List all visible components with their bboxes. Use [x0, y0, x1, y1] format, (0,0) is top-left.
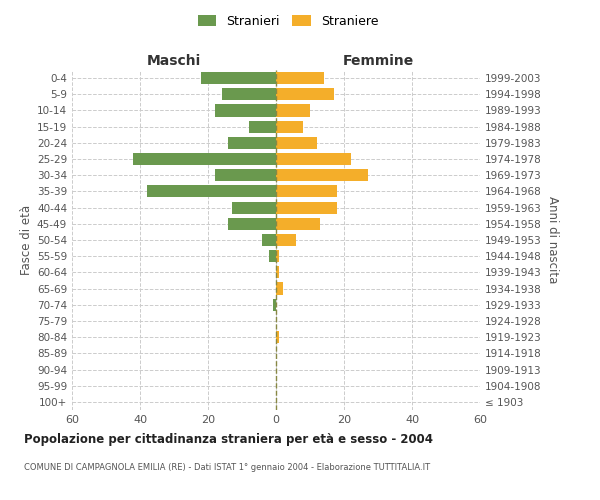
Y-axis label: Fasce di età: Fasce di età	[20, 205, 33, 275]
Text: Femmine: Femmine	[343, 54, 413, 68]
Text: Maschi: Maschi	[147, 54, 201, 68]
Bar	[276, 250, 280, 262]
Bar	[249, 120, 276, 132]
Bar	[276, 186, 337, 198]
Legend: Stranieri, Straniere: Stranieri, Straniere	[194, 11, 382, 32]
Bar	[276, 72, 323, 84]
Bar	[269, 250, 276, 262]
Y-axis label: Anni di nascita: Anni di nascita	[546, 196, 559, 284]
Bar	[276, 153, 351, 165]
Text: COMUNE DI CAMPAGNOLA EMILIA (RE) - Dati ISTAT 1° gennaio 2004 - Elaborazione TUT: COMUNE DI CAMPAGNOLA EMILIA (RE) - Dati …	[24, 462, 430, 471]
Bar	[215, 169, 276, 181]
Bar	[276, 137, 317, 149]
Bar	[276, 169, 368, 181]
Bar	[262, 234, 276, 246]
Bar	[276, 202, 337, 213]
Bar	[276, 331, 280, 343]
Bar	[276, 88, 334, 101]
Bar	[276, 120, 303, 132]
Bar	[276, 234, 296, 246]
Bar	[229, 218, 276, 230]
Bar	[276, 104, 310, 117]
Bar	[221, 88, 276, 101]
Bar	[201, 72, 276, 84]
Bar	[276, 218, 320, 230]
Bar	[215, 104, 276, 117]
Bar	[147, 186, 276, 198]
Bar	[276, 266, 280, 278]
Bar	[276, 282, 283, 294]
Bar	[133, 153, 276, 165]
Bar	[232, 202, 276, 213]
Bar	[229, 137, 276, 149]
Text: Popolazione per cittadinanza straniera per età e sesso - 2004: Popolazione per cittadinanza straniera p…	[24, 432, 433, 446]
Bar	[272, 298, 276, 311]
